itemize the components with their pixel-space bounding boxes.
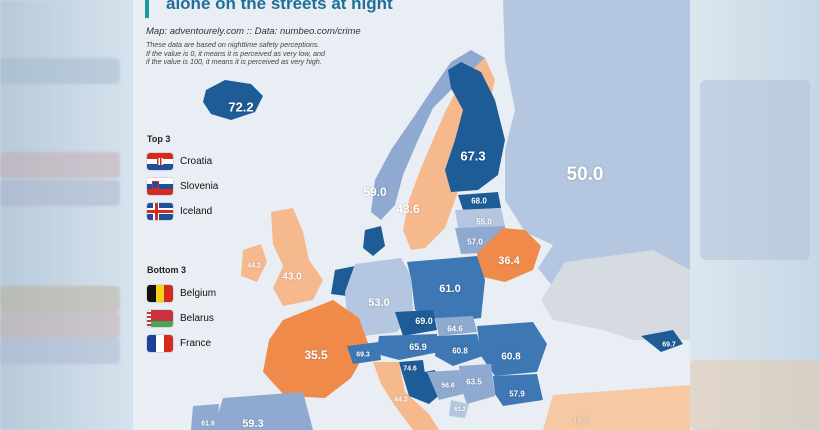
- legend-item-croatia: Croatia: [147, 153, 212, 170]
- blurred-ghost-bar: [0, 152, 120, 178]
- value-label-slovakia: 64.6: [447, 324, 463, 334]
- croatia-flag: [147, 153, 173, 170]
- value-label-belarus: 36.4: [498, 255, 520, 267]
- russia-region: [503, 0, 690, 330]
- value-label-lithuania: 57.0: [467, 237, 483, 247]
- blurred-ghost-bar: [0, 286, 120, 312]
- note-line: These data are based on nighttime safety…: [146, 40, 320, 49]
- value-label-moldova: 69.7: [662, 341, 676, 349]
- legend-item-label: Belarus: [180, 313, 214, 324]
- bosnia-region: [427, 370, 463, 400]
- value-label-italy: 44.2: [394, 396, 408, 404]
- legend-item-iceland: Iceland: [147, 203, 212, 220]
- belarus-flag: [147, 310, 173, 327]
- belarus-region: [477, 228, 541, 282]
- value-label-sweden: 43.6: [396, 202, 420, 216]
- spain-region: [213, 392, 313, 430]
- blurred-background-left: [0, 0, 133, 430]
- iceland-flag: [147, 203, 173, 220]
- legend-item-france: France: [147, 335, 211, 352]
- value-label-austria: 65.9: [409, 342, 427, 352]
- germany-region: [345, 258, 413, 336]
- norway-region: [371, 50, 485, 220]
- value-label-hungary: 60.8: [452, 346, 468, 356]
- italy-region: [373, 362, 439, 430]
- belgium-flag: [147, 285, 173, 302]
- blurred-ghost-bar: [0, 58, 120, 84]
- blurred-ghost-shape: [690, 360, 820, 430]
- blurred-background-right: [690, 0, 820, 430]
- legend-item-label: Croatia: [180, 156, 213, 167]
- value-label-montenegro: 61.2: [454, 407, 466, 413]
- switzerland-region: [347, 342, 381, 364]
- note-line: if the value is 100, it means it is perc…: [146, 57, 322, 67]
- portugal-region: [191, 404, 219, 430]
- france-flag: [147, 335, 173, 352]
- map-panel: alone on the streets at night Map: adven…: [133, 0, 690, 430]
- value-label-serbia: 63.5: [466, 377, 482, 387]
- title-accent-bar: [145, 0, 149, 18]
- map-title: alone on the streets at night: [166, 0, 393, 13]
- denmark-region: [363, 226, 385, 256]
- serbia-region: [459, 364, 495, 404]
- ukraine-region: [541, 250, 690, 340]
- legend-item-label: Belgium: [180, 288, 217, 299]
- blurred-ghost-bar: [0, 312, 120, 338]
- value-label-ireland: 44.2: [247, 262, 261, 270]
- legend-item-label: France: [180, 338, 212, 349]
- value-label-estonia: 68.0: [471, 196, 487, 206]
- legend-item-belgium: Belgium: [147, 285, 216, 302]
- latvia-region: [455, 208, 505, 228]
- moldova-region: [641, 330, 683, 352]
- czechia-region: [395, 310, 437, 336]
- map-source: Map: adventourely.com :: Data: numbeo.co…: [146, 26, 361, 37]
- slovenia-region: [399, 360, 425, 376]
- bottom3-title: Bottom 3: [147, 265, 186, 275]
- finland-region: [445, 62, 505, 192]
- blurred-ghost-shape: [700, 80, 810, 260]
- poland-region: [407, 256, 485, 322]
- value-label-portugal: 61.9: [201, 420, 215, 428]
- value-label-germany: 53.0: [368, 297, 390, 309]
- blurred-ghost-bar: [0, 180, 120, 206]
- value-label-bosnia: 56.6: [441, 382, 455, 390]
- value-label-finland: 67.3: [460, 148, 486, 164]
- map-note: These data are based on nighttime safety…: [146, 40, 325, 67]
- legend-item-slovenia: Slovenia: [147, 178, 218, 195]
- value-label-slovenia: 74.6: [403, 365, 417, 373]
- blurred-ghost-bar: [0, 338, 120, 364]
- value-label-czechia: 69.0: [415, 316, 433, 326]
- value-label-latvia: 55.0: [476, 217, 492, 227]
- value-label-poland: 61.0: [439, 283, 461, 295]
- legend-item-label: Slovenia: [180, 181, 219, 192]
- top3-title: Top 3: [147, 134, 171, 144]
- romania-region: [477, 322, 547, 376]
- bulgaria-region: [493, 374, 543, 406]
- turkey-region: [543, 385, 690, 430]
- legend-item-belarus: Belarus: [147, 310, 214, 327]
- legend-item-label: Iceland: [180, 206, 213, 217]
- value-label-romania: 60.8: [501, 351, 521, 363]
- value-label-bulgaria: 57.9: [509, 389, 525, 399]
- ireland-region: [241, 244, 267, 282]
- estonia-region: [458, 192, 501, 210]
- value-label-turkey: 49.9: [572, 416, 588, 426]
- value-label-france: 35.5: [304, 348, 328, 362]
- slovenia-flag: [147, 178, 173, 195]
- note-line: If the value is 0, it means it is percei…: [146, 48, 325, 58]
- hungary-region: [435, 334, 483, 366]
- europe-map: [191, 0, 690, 430]
- uk-region: [271, 208, 323, 306]
- austria-region: [377, 334, 439, 360]
- value-label-norway: 59.0: [363, 185, 387, 199]
- value-label-iceland: 72.2: [228, 99, 254, 115]
- iceland-region: [203, 80, 263, 120]
- montenegro-region: [449, 400, 469, 418]
- value-label-russia: 50.0: [566, 164, 604, 185]
- value-label-uk: 43.0: [282, 271, 302, 283]
- france-region: [263, 300, 369, 398]
- value-label-spain: 59.3: [242, 418, 264, 430]
- slovakia-region: [435, 316, 477, 336]
- value-label-switzerland: 69.3: [356, 351, 370, 359]
